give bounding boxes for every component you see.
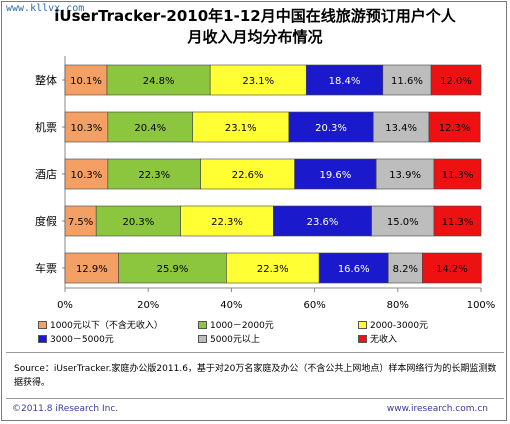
legend-swatch: [358, 334, 367, 343]
bar-segment: [95, 205, 181, 237]
data-label: 15.0%: [387, 217, 419, 228]
category-label: 酒店: [35, 167, 57, 181]
data-label: 22.3%: [138, 170, 170, 181]
bar-segment: [433, 158, 482, 190]
data-label: 22.6%: [232, 170, 264, 181]
data-label: 14.2%: [436, 264, 468, 275]
bar-segment: [288, 111, 374, 143]
bar-segment: [387, 252, 423, 284]
chart-title: iUserTracker-2010年1-12月中国在线旅游预订用户个人 月收入月…: [0, 6, 510, 48]
bar-segment: [433, 205, 482, 237]
legend-item: 1000元以下（不含无收入）: [38, 318, 163, 331]
legend-label: 2000-3000元: [370, 321, 429, 331]
legend-swatch: [358, 320, 367, 329]
data-label: 10.1%: [70, 76, 102, 87]
data-label: 11.3%: [442, 217, 474, 228]
legend-swatch: [38, 334, 47, 343]
source-divider-top: [6, 352, 504, 353]
legend-label: 5000元以上: [210, 335, 260, 345]
x-tick-label: 20%: [137, 300, 159, 311]
data-label: 12.0%: [440, 76, 472, 87]
data-label: 12.9%: [76, 264, 108, 275]
data-label: 8.2%: [393, 264, 418, 275]
data-label: 18.4%: [329, 76, 361, 87]
legend-item: 无收入: [358, 332, 397, 345]
data-label: 20.4%: [134, 123, 166, 134]
data-label: 22.3%: [211, 217, 243, 228]
data-label: 10.3%: [71, 123, 103, 134]
legend-label: 3000－5000元: [50, 335, 114, 345]
legend: 1000元以下（不含无收入） 1000－2000元 2000-3000元 3000－5…: [38, 318, 498, 346]
data-label: 7.5%: [68, 217, 93, 228]
category-label: 整体: [35, 73, 57, 87]
data-label: 20.3%: [123, 217, 155, 228]
data-label: 10.3%: [71, 170, 103, 181]
category-label: 度假: [35, 214, 57, 228]
bar-segment: [422, 252, 482, 284]
watermark: www.kllvx.com: [6, 3, 85, 14]
legend-item: 5000元以上: [198, 332, 260, 345]
legend-swatch: [198, 334, 207, 343]
bar-segment: [209, 64, 307, 96]
data-label: 23.1%: [225, 123, 257, 134]
bar-segment: [273, 205, 372, 237]
copyright: ©2011.8 iResearch Inc.: [12, 404, 119, 414]
data-label: 19.6%: [320, 170, 352, 181]
legend-swatch: [198, 320, 207, 329]
data-label: 13.4%: [385, 123, 417, 134]
data-label: 11.6%: [391, 76, 423, 87]
website-link[interactable]: www.iresearch.com.cn: [386, 404, 488, 414]
bar-segment: [200, 158, 295, 190]
data-label: 23.6%: [307, 217, 339, 228]
data-label: 13.9%: [389, 170, 421, 181]
bar-segment: [106, 64, 211, 96]
bar-segment: [64, 252, 119, 284]
data-label: 25.9%: [157, 264, 189, 275]
source-note: Source：iUserTracker.家庭办公版2011.6，基于对20万名家…: [14, 364, 497, 388]
bar-segment: [64, 205, 97, 237]
legend-item: 3000－5000元: [38, 332, 114, 345]
data-label: 22.3%: [257, 264, 289, 275]
category-label: 机票: [35, 120, 57, 134]
x-tick-label: 100%: [467, 300, 496, 311]
data-label: 16.6%: [338, 264, 370, 275]
legend-swatch: [38, 320, 47, 329]
bar-segment: [430, 64, 482, 96]
legend-label: 无收入: [370, 335, 398, 345]
source-divider-bottom: [6, 398, 504, 399]
x-tick-label: 0%: [57, 300, 73, 311]
bar-segment: [107, 111, 194, 143]
data-label: 11.3%: [442, 170, 474, 181]
legend-label: 1000－2000元: [210, 321, 274, 331]
bar-segment: [318, 252, 389, 284]
data-label: 24.8%: [143, 76, 175, 87]
bar-segment: [107, 158, 201, 190]
x-tick-label: 60%: [303, 300, 325, 311]
legend-label: 1000元以下（不含无收入）: [50, 321, 163, 331]
title-line-2: 月收入月均分布情况: [187, 28, 323, 46]
data-label: 12.3%: [439, 123, 471, 134]
title-line-1: iUserTracker-2010年1-12月中国在线旅游预订用户个人: [54, 7, 456, 25]
legend-item: 2000-3000元: [358, 318, 428, 331]
x-tick-label: 40%: [220, 300, 242, 311]
bar-segment: [371, 205, 435, 237]
bar-segment: [180, 205, 274, 237]
legend-item: 1000－2000元: [198, 318, 274, 331]
data-label: 23.1%: [242, 76, 274, 87]
bar-segment: [226, 252, 320, 284]
x-tick-label: 80%: [387, 300, 409, 311]
data-label: 20.3%: [315, 123, 347, 134]
bar-segment: [64, 64, 108, 96]
category-label: 车票: [35, 261, 57, 275]
bar-segment: [428, 111, 481, 143]
bar-segment: [118, 252, 227, 284]
